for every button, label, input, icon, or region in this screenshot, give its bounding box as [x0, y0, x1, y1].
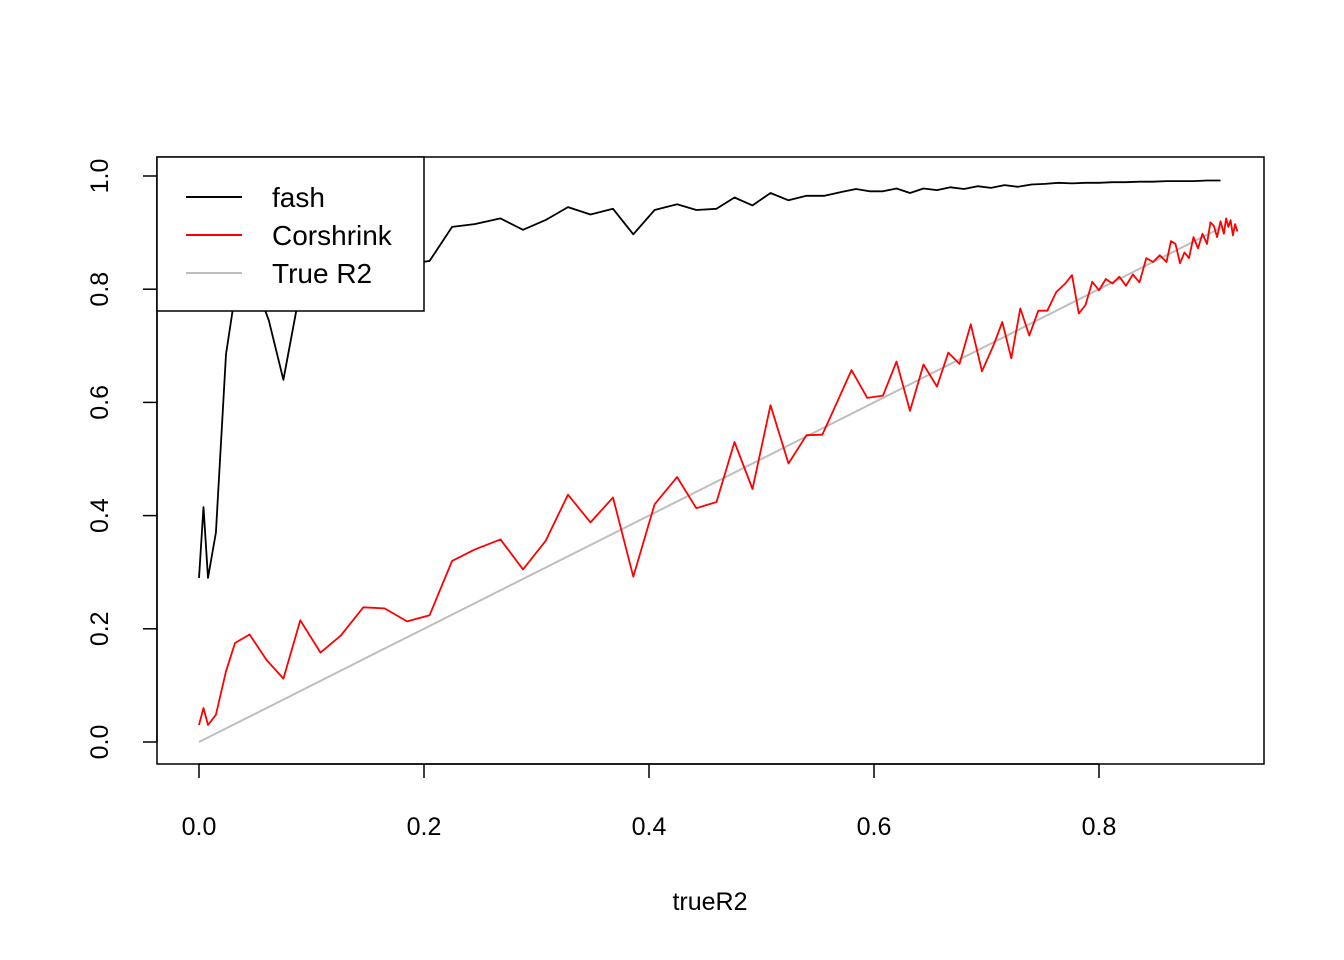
x-axis-title: trueR2 [672, 888, 747, 916]
series-line-corshrink [198, 217, 1239, 726]
x-axis: 0.0 0.2 0.4 0.6 0.8 [182, 763, 1117, 841]
x-tick-label: 0.4 [632, 813, 667, 841]
y-axis: 0.0 0.2 0.4 0.6 0.8 1.0 [86, 159, 158, 760]
legend-label-fash: fash [272, 182, 325, 213]
x-tick-label: 0.6 [857, 813, 892, 841]
y-tick-label: 0.4 [86, 498, 114, 533]
legend-label-corshrink: Corshrink [272, 220, 393, 251]
y-tick-label: 1.0 [86, 159, 114, 194]
series-line-true-r2 [198, 226, 1224, 743]
y-tick-label: 0.6 [86, 385, 114, 420]
x-tick-label: 0.2 [407, 813, 442, 841]
legend-label-true-r2: True R2 [272, 258, 372, 289]
x-tick-label: 0.8 [1082, 813, 1117, 841]
y-tick-label: 0.8 [86, 272, 114, 307]
y-tick-label: 0.0 [86, 725, 114, 760]
y-tick-label: 0.2 [86, 611, 114, 646]
x-tick-label: 0.0 [182, 813, 217, 841]
legend: fash Corshrink True R2 [156, 156, 425, 312]
